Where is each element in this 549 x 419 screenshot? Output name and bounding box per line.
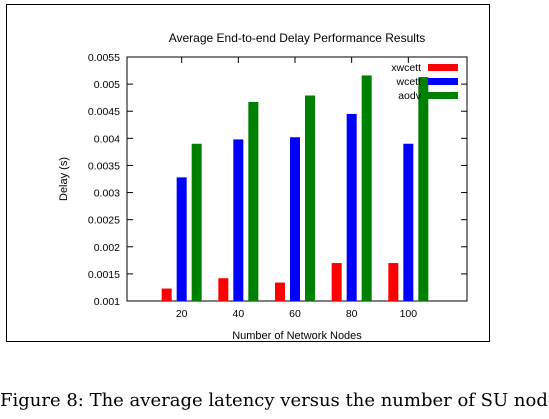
- x-axis-label: Number of Network Nodes: [232, 330, 362, 342]
- bar-xwcett-100: [388, 263, 399, 301]
- bar-xwcett-20: [161, 288, 172, 301]
- y-tick-label: 0.002: [94, 242, 120, 254]
- legend-label-wcett: wcett: [395, 76, 421, 88]
- x-tick-label: 80: [346, 308, 358, 320]
- bar-xwcett-80: [331, 263, 342, 301]
- y-tick-label: 0.0025: [88, 215, 120, 227]
- bar-wcett-40: [233, 139, 244, 301]
- legend-label-xwcett: xwcett: [391, 62, 421, 74]
- y-tick-label: 0.004: [94, 133, 120, 145]
- y-tick-label: 0.003: [94, 188, 120, 200]
- bar-wcett-20: [176, 177, 187, 301]
- y-tick-label: 0.0035: [88, 160, 120, 172]
- chart-title: Average End-to-end Delay Performance Res…: [169, 31, 426, 45]
- legend-swatch-wcett: [428, 78, 458, 85]
- y-tick-label: 0.005: [94, 79, 120, 91]
- bar-aodv-80: [361, 75, 372, 302]
- legend-label-aodv: aodv: [398, 90, 422, 102]
- figure-caption: Figure 8: The average latency versus the…: [0, 390, 549, 411]
- legend: xwcett wcett aodv: [391, 62, 458, 102]
- bar-aodv-100: [418, 77, 429, 301]
- x-tick-label: 20: [176, 308, 188, 320]
- bar-chart: Average End-to-end Delay Performance Res…: [58, 31, 468, 342]
- bar-aodv-20: [191, 143, 202, 301]
- y-axis-label: Delay (s): [58, 157, 70, 201]
- bar-wcett-80: [346, 113, 357, 301]
- bar-aodv-60: [305, 95, 315, 302]
- bar-xwcett-40: [218, 278, 229, 301]
- bar-xwcett-60: [275, 282, 285, 301]
- legend-swatch-aodv: [428, 92, 458, 99]
- y-tick-label: 0.001: [94, 296, 120, 308]
- bar-wcett-60: [290, 137, 300, 301]
- x-tick-label: 60: [289, 308, 301, 320]
- bar-wcett-100: [403, 143, 414, 301]
- bar-aodv-40: [248, 102, 259, 301]
- x-tick-label: 40: [232, 308, 244, 320]
- y-tick-label: 0.0055: [88, 52, 120, 64]
- legend-swatch-xwcett: [428, 64, 458, 71]
- x-tick-label: 100: [400, 308, 418, 320]
- y-tick-label: 0.0045: [88, 106, 120, 118]
- y-tick-label: 0.0015: [88, 269, 120, 281]
- y-axis-ticks: 0.001 0.0015 0.002 0.0025 0.003 0.0035 0.004 0.…: [88, 52, 467, 308]
- bars: [161, 75, 429, 302]
